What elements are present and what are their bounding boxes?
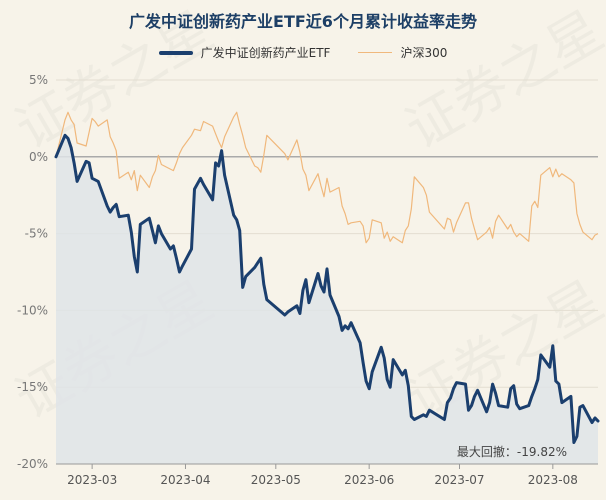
x-tick-label: 2023-05 (251, 473, 301, 487)
legend-item-hs300[interactable]: 沪深300 (358, 44, 447, 61)
legend-item-etf[interactable]: 广发中证创新药产业ETF (158, 44, 331, 61)
x-tick-label: 2023-04 (160, 473, 210, 487)
x-axis-ticks: 2023-03 2023-04 2023-05 2023-06 2023-07 2023-… (56, 463, 598, 487)
series-line-etf (54, 133, 600, 444)
y-axis-ticks: 5% 0% -5% -10% -15% -20% (17, 73, 48, 471)
x-tick-label: 2023-03 (67, 473, 117, 487)
legend: 广发中证创新药产业ETF 沪深300 (0, 44, 606, 61)
etf-area (56, 135, 598, 465)
chart-title: 广发中证创新药产业ETF近6个月累计收益率走势 (129, 12, 477, 31)
x-tick-label: 2023-08 (528, 473, 578, 487)
y-tick-label: -20% (17, 457, 48, 471)
x-tick-label: 2023-06 (344, 473, 394, 487)
legend-swatch-hs300 (358, 52, 393, 53)
y-tick-label: 0% (29, 150, 48, 164)
legend-label-etf: 广发中证创新药产业ETF (200, 46, 331, 60)
annotations: 最大回撤：-19.82% (457, 444, 567, 459)
y-tick-label: -5% (25, 227, 48, 241)
x-tick-label: 2023-07 (434, 473, 484, 487)
y-tick-label: -10% (17, 303, 48, 317)
area-fill (56, 135, 598, 465)
legend-label-hs300: 沪深300 (400, 46, 448, 60)
y-tick-label: 5% (29, 73, 48, 87)
legend-swatch-etf (158, 50, 193, 55)
y-tick-label: -15% (17, 380, 48, 394)
max-drawdown-label: 最大回撤：-19.82% (457, 444, 567, 459)
series-lines (54, 111, 600, 444)
series-line-hs300 (55, 111, 599, 244)
